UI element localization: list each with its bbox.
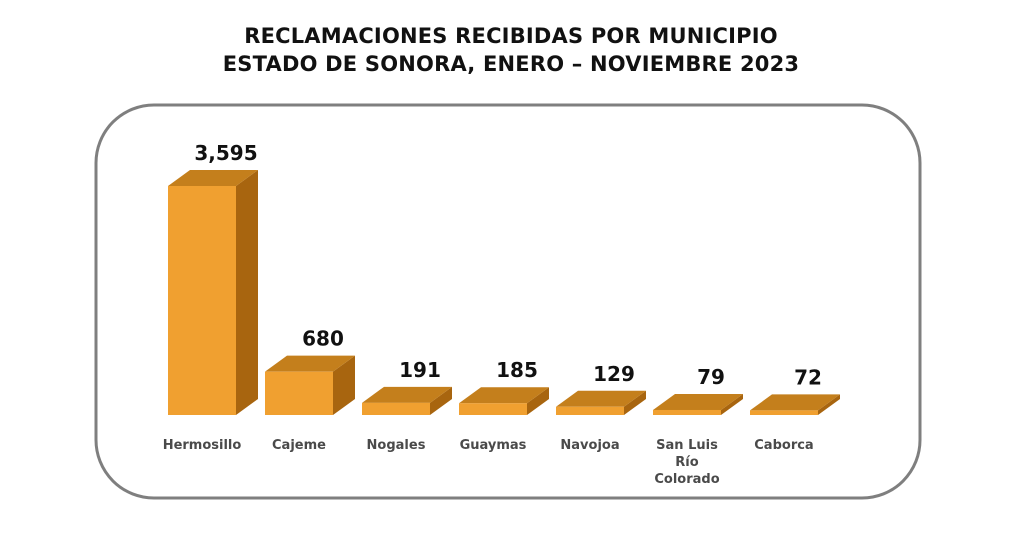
bar-front-face — [459, 403, 527, 415]
bar-front-face — [168, 186, 236, 415]
bar-cajeme — [265, 355, 355, 415]
bar-top-face — [362, 386, 452, 403]
bar-top-face — [168, 170, 258, 186]
bar-side-face — [236, 170, 258, 415]
data-label-hermosillo: 3,595 — [194, 141, 257, 165]
bar-top-face — [556, 390, 646, 407]
bar-front-face — [556, 406, 624, 415]
labels-group: 3,595 Hermosillo 680 Cajeme 191 Nogales 185 Gua… — [163, 141, 822, 487]
category-label-line: Guaymas — [460, 438, 527, 453]
bar-side-face — [430, 386, 452, 415]
bar-front-face — [362, 402, 430, 415]
data-label-caborca: 72 — [794, 365, 822, 389]
bar-caborca — [750, 394, 840, 415]
bar-side-face — [527, 387, 549, 415]
bar-front-face — [750, 410, 818, 415]
category-label-line: Colorado — [654, 472, 719, 487]
chart-title: RECLAMACIONES RECIBIDAS POR MUNICIPIO — [244, 24, 778, 48]
bar-side-face — [624, 390, 646, 415]
category-label-cajeme: Cajeme — [272, 438, 326, 453]
data-label-nogales: 191 — [399, 358, 441, 382]
bars-group — [168, 170, 840, 415]
bar-top-face — [459, 387, 549, 404]
data-label-cajeme: 680 — [302, 327, 344, 351]
bar-side-face — [818, 394, 840, 415]
bar-guaymas — [459, 387, 549, 415]
category-label-san-luis-r-o-colorado: San Luis Río Colorado — [654, 438, 719, 487]
category-label-hermosillo: Hermosillo — [163, 438, 242, 453]
data-label-san-luis-r-o-colorado: 79 — [697, 365, 725, 389]
category-label-line: Caborca — [754, 438, 813, 453]
bar-front-face — [265, 371, 333, 415]
bar-top-face — [750, 394, 840, 411]
category-label-caborca: Caborca — [754, 438, 813, 453]
bar-top-face — [653, 393, 743, 410]
category-label-line: San Luis — [656, 438, 718, 453]
category-label-navojoa: Navojoa — [560, 438, 619, 453]
bar-side-face — [333, 355, 355, 415]
bar-top-face — [265, 355, 355, 372]
category-label-line: Nogales — [367, 438, 426, 453]
bar-front-face — [653, 409, 721, 415]
bar-side-face — [721, 393, 743, 415]
bar-nogales — [362, 386, 452, 415]
category-label-line: Hermosillo — [163, 438, 242, 453]
data-label-navojoa: 129 — [593, 362, 635, 386]
category-label-line: Cajeme — [272, 438, 326, 453]
category-label-line: Río — [675, 455, 698, 470]
category-label-line: Navojoa — [560, 438, 619, 453]
category-label-guaymas: Guaymas — [460, 438, 527, 453]
bar-hermosillo — [168, 170, 258, 415]
chart-subtitle: ESTADO DE SONORA, ENERO – NOVIEMBRE 2023 — [222, 52, 800, 76]
chart-frame — [94, 103, 922, 500]
category-label-nogales: Nogales — [367, 438, 426, 453]
bar-navojoa — [556, 390, 646, 415]
data-label-guaymas: 185 — [496, 358, 538, 382]
bar-san-luis-r-o-colorado — [653, 393, 743, 415]
